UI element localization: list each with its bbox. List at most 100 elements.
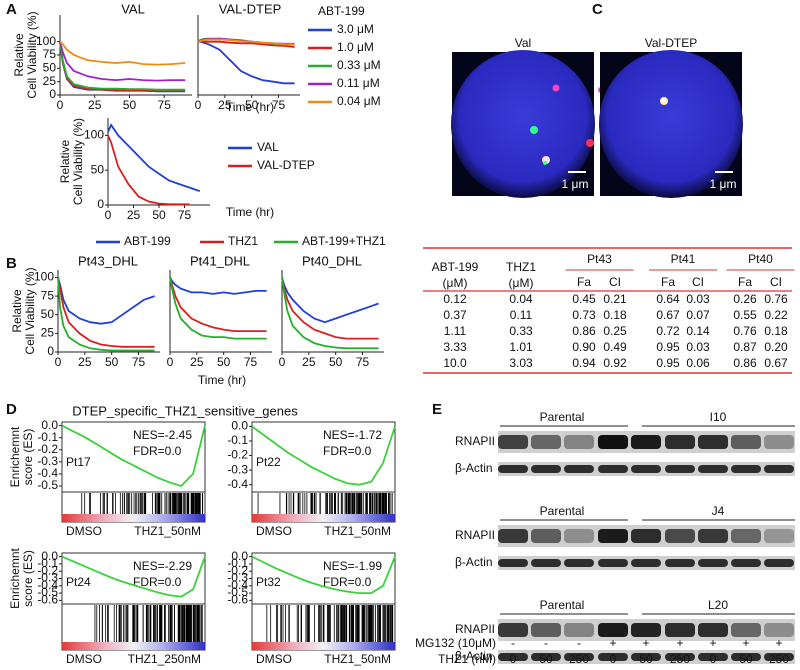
treatment-value: + [742,636,749,650]
blot-band [665,529,695,543]
blot-band [631,435,661,449]
blot-row-label: β-Actin [455,649,493,663]
blot-band [598,623,628,637]
y-tick-label: -0.5 [37,478,58,492]
y-tick-label: -0.3 [227,571,248,585]
blot-band [598,435,628,449]
chart-title: Pt41_DHL [190,253,250,268]
y-tick-label: 50 [41,307,55,321]
series-line [281,277,379,350]
fdr-label: FDR=0.0 [323,575,372,589]
x-end-label: THZ1_50nM [324,524,391,538]
y-tick-label: 0.0 [231,419,248,433]
treatment-label: MG132 (10μM) [415,636,496,650]
blot-row-label: RNAPII [455,434,495,448]
treatment-value: + [709,636,716,650]
table-cell: 0.94 [572,356,596,370]
x-tick-label: 50 [217,355,231,369]
y-tick-label: -0.5 [227,585,248,599]
table-cell: 0.18 [603,308,627,322]
table-cell: 0.45 [572,292,596,306]
x-tick-label: 0 [55,355,62,369]
y-tick-label: -0.2 [227,563,248,577]
table-group: Pt41 [671,252,696,266]
x-end-label: DMSO [66,652,102,666]
treatment-value: 250 [769,652,789,666]
patient-label: Pt17 [66,455,91,469]
blot-band [531,559,561,567]
legend-label: THZ1 [228,234,258,248]
x-tick-label: 75 [356,355,370,369]
scale-label: 1 μm [562,177,589,191]
table-cell: 0.03 [686,292,710,306]
blot-band [531,653,561,661]
table-cell: 0.72 [656,324,680,338]
table-cell: 0.14 [686,324,710,338]
blot-group: Parental [540,504,585,518]
series-line [281,277,379,340]
series-line [107,123,201,192]
legend-label: 0.11 μM [337,76,380,90]
treatment-value: + [676,636,683,650]
x-tick-label: 50 [105,355,119,369]
blot-band [764,653,794,661]
rank-colorbar [252,514,395,522]
fdr-label: FDR=0.0 [133,575,182,589]
blot-band [698,653,728,661]
y-axis-label: Cell Viability (%) [71,118,85,205]
blot-band [598,653,628,661]
blot-band [498,465,528,473]
series-line [281,277,379,324]
table-cell: 1.11 [444,324,467,338]
series-line [198,40,295,85]
treatment-value: 50 [739,652,753,666]
y-tick-label: 50 [91,162,105,176]
blot-band [698,435,728,449]
table-cell: 1.01 [509,340,533,354]
y-tick-label: -0.6 [227,593,248,607]
y-axis-label: Enrichemnt [8,547,22,608]
series-line [251,425,396,486]
micrograph-title: Val-DTEP [645,36,697,50]
blot-group: I10 [710,410,727,424]
series-line [61,555,206,598]
chart-title: DTEP_specific_THZ1_sensitive_genes [72,403,298,418]
treatment-value: - [544,636,548,650]
legend-label: ABT-199 [124,234,171,248]
table-header: THZ1 [506,260,536,274]
table-cell: 0.20 [764,340,788,354]
blot-row-label: RNAPII [455,622,495,636]
y-tick-label: -0.4 [37,578,58,592]
legend-title: ABT-199 [318,4,365,18]
blot-band [731,623,761,637]
y-tick-label: -0.1 [227,556,248,570]
y-tick-label: 0.0 [231,549,248,563]
nes-label: NES=-1.72 [323,428,382,442]
y-tick-label: 100 [34,270,54,284]
rank-colorbar [62,514,205,522]
x-tick-label: 0 [279,355,286,369]
blot-band [564,435,594,449]
blot-group: Parental [540,598,585,612]
series-line [197,38,295,46]
chart-title: VAL-DTEP [219,1,282,16]
blot-band [498,559,528,567]
blot-band [564,529,594,543]
x-end-label: DMSO [66,524,102,538]
x-tick-label: 75 [244,355,258,369]
series-line [57,277,155,352]
blot-band [598,529,628,543]
table-cell: 0.26 [733,292,757,306]
treatment-value: 0 [510,652,517,666]
legend-label: 1.0 μM [337,40,374,54]
y-axis-label: Cell Viability (%) [23,267,37,354]
blot-band [665,465,695,473]
table-cell: 0.73 [572,308,596,322]
table-cell: 0.49 [603,340,627,354]
y-tick-label: -0.4 [227,477,248,491]
blot-row-label: β-Actin [455,555,493,569]
blot-band [531,465,561,473]
x-end-label: DMSO [256,652,292,666]
y-tick-label: -0.1 [227,433,248,447]
treatment-value: 0 [610,652,617,666]
